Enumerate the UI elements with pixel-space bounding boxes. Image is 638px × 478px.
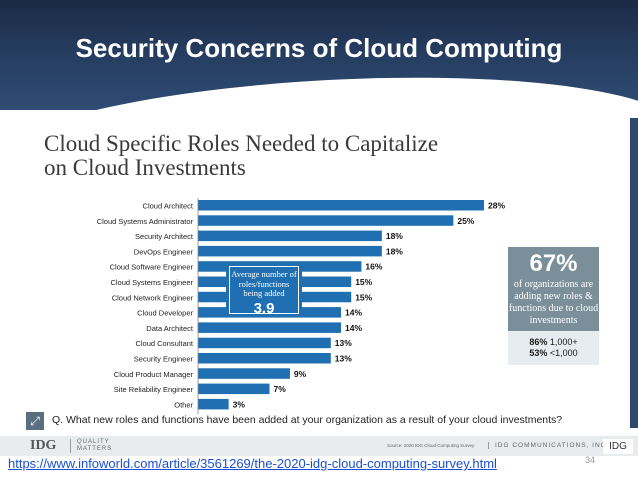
bar	[198, 337, 331, 349]
bar	[198, 368, 290, 379]
category-label: Cloud Product Manager	[114, 370, 194, 379]
stat-description: of organizations are adding new roles & …	[508, 279, 599, 326]
callout-label: Average number of roles/functions being …	[231, 269, 297, 298]
slide-header: Security Concerns of Cloud Computing	[0, 0, 638, 110]
source-note: Source: 2020 IDG Cloud Computing Survey	[387, 443, 475, 448]
value-label: 13%	[335, 338, 352, 348]
category-label: Cloud Developer	[137, 309, 193, 318]
category-label: Cloud Network Engineer	[112, 293, 194, 302]
bar	[198, 215, 454, 226]
quality-matters: QUALITY MATTERS	[70, 439, 112, 453]
category-label: Cloud Systems Engineer	[110, 278, 193, 287]
matters-text: MATTERS	[77, 446, 113, 452]
page-number: 34	[585, 455, 596, 465]
category-label: Cloud Systems Administrator	[97, 217, 194, 226]
category-label: Cloud Software Engineer	[110, 263, 194, 272]
value-label: 18%	[386, 246, 403, 256]
stat-line-2-bold: 53%	[529, 348, 548, 358]
stat-line-1-rest: 1,000+	[549, 337, 578, 347]
value-label: 14%	[345, 323, 362, 333]
quality-text: QUALITY	[77, 439, 110, 445]
average-callout: Average number of roles/functions being …	[226, 263, 302, 317]
category-label: Site Reliability Engineer	[114, 385, 194, 394]
stat-box: 67% of organizations are adding new role…	[508, 247, 599, 365]
company-name: IDG COMMUNICATIONS, INC.	[488, 442, 609, 449]
category-label: Cloud Architect	[143, 202, 194, 211]
bar	[198, 200, 484, 211]
expand-icon[interactable]: ⤢	[26, 412, 44, 430]
value-label: 7%	[274, 384, 287, 394]
stat-line-2: 53% <1,000	[508, 348, 599, 359]
value-label: 25%	[457, 216, 474, 226]
bar	[198, 398, 229, 410]
category-label: Security Engineer	[134, 355, 194, 364]
article-link[interactable]: https://www.infoworld.com/article/356126…	[8, 456, 497, 471]
category-label: Other	[174, 400, 193, 409]
survey-question: Q. What new roles and functions have bee…	[52, 414, 563, 426]
category-label: DevOps Engineer	[134, 247, 194, 256]
bar	[198, 383, 270, 395]
value-label: 3%	[233, 399, 246, 409]
idg-badge: IDG	[603, 439, 633, 454]
idg-logo: IDG	[30, 438, 57, 453]
value-label: 15%	[355, 292, 372, 302]
chart-title-line2: on Cloud Investments	[44, 155, 246, 180]
value-label: 15%	[355, 277, 372, 287]
stat-percent: 67%	[529, 250, 578, 277]
value-label: 28%	[488, 201, 505, 211]
value-label: 13%	[335, 354, 352, 364]
value-label: 16%	[365, 262, 382, 272]
value-label: 18%	[386, 231, 403, 241]
callout-border: Average number of roles/functions being …	[229, 266, 299, 317]
category-label: Cloud Consultant	[135, 339, 193, 348]
stat-line-1: 86% 1,000+	[508, 337, 599, 348]
stat-breakdown: 86% 1,000+ 53% <1,000	[508, 331, 599, 365]
bar	[198, 245, 382, 257]
value-label: 14%	[345, 308, 362, 318]
category-label: Data Architect	[146, 324, 194, 333]
value-label: 9%	[294, 369, 307, 379]
callout-value: 3.9	[253, 299, 275, 317]
footer-bar: IDG QUALITY MATTERS Source: 2020 IDG Clou…	[0, 436, 638, 456]
chart-title-line1: Cloud Specific Roles Needed to Capitaliz…	[44, 131, 439, 156]
bar	[198, 353, 331, 364]
category-label: Security Architect	[135, 232, 194, 241]
bar	[198, 230, 382, 242]
chart-title: Cloud Specific Roles Needed to Capitaliz…	[44, 132, 544, 180]
bar	[198, 322, 341, 333]
stat-line-1-bold: 86%	[529, 337, 548, 347]
slide-title: Security Concerns of Cloud Computing	[75, 33, 563, 63]
side-stripe	[630, 118, 638, 428]
stat-line-2-rest: <1,000	[549, 348, 578, 358]
